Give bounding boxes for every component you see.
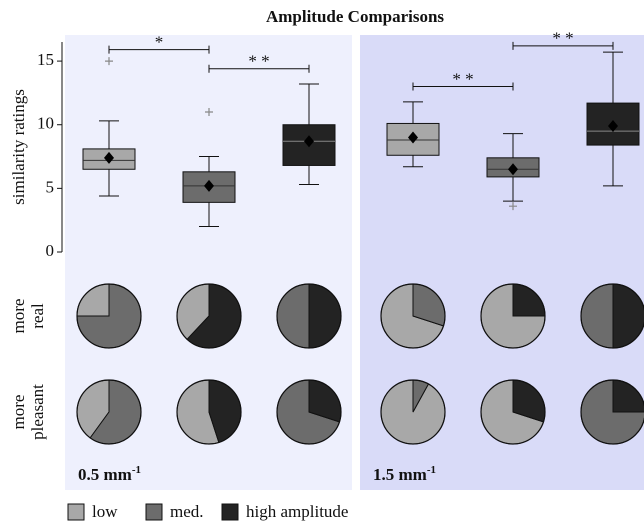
- panel-label-text: 0.5 mm: [78, 465, 132, 484]
- panel-label-superscript: -1: [427, 464, 436, 476]
- pie-outline: [176, 283, 242, 349]
- pie-outline: [76, 379, 142, 445]
- significance-label: *: [155, 33, 164, 52]
- legend-swatch: [67, 503, 85, 521]
- mean-marker: [608, 120, 618, 132]
- significance-label: * *: [552, 29, 573, 48]
- pie-outline: [480, 379, 546, 445]
- mean-marker: [304, 135, 314, 148]
- y-tick-label: 5: [46, 177, 55, 196]
- significance-bracket: [108, 45, 210, 54]
- legend-label: med.: [170, 502, 204, 521]
- legend-label: high amplitude: [246, 502, 348, 521]
- significance-bracket: [512, 41, 614, 50]
- panel-label-superscript: -1: [132, 464, 141, 476]
- panel-label: 0.5 mm-1: [78, 464, 141, 484]
- y-tick-label: 10: [37, 114, 54, 133]
- mean-marker: [408, 131, 418, 144]
- pie-outline: [580, 379, 644, 445]
- row-label: pleasant: [28, 384, 47, 440]
- legend-swatch: [221, 503, 239, 521]
- y-tick-label: 15: [37, 50, 54, 69]
- pie-outline: [176, 379, 242, 445]
- pie-outline: [276, 379, 342, 445]
- pie-outline: [380, 379, 446, 445]
- row-label: more: [9, 395, 28, 430]
- row-label: more: [9, 299, 28, 334]
- significance-bracket: [208, 64, 310, 73]
- significance-bracket: [412, 82, 514, 91]
- legend-swatch: [145, 503, 163, 521]
- pie-outline: [76, 283, 142, 349]
- significance-label: * *: [452, 69, 473, 88]
- mean-marker: [508, 163, 518, 176]
- panel-label: 1.5 mm-1: [373, 464, 436, 484]
- outlier: [105, 57, 113, 66]
- pie-outline: [276, 283, 342, 349]
- chart-title: Amplitude Comparisons: [266, 7, 444, 26]
- pie-outline: [380, 283, 446, 349]
- panel-label-text: 1.5 mm: [373, 465, 427, 484]
- outlier: [205, 108, 213, 116]
- significance-label: * *: [248, 52, 269, 71]
- mean-marker: [104, 151, 114, 164]
- y-tick-label: 0: [46, 241, 55, 260]
- y-axis-label: similarity ratings: [9, 89, 28, 205]
- outlier: [509, 202, 517, 211]
- row-label: real: [28, 303, 47, 329]
- pie-outline: [580, 283, 644, 349]
- legend-label: low: [92, 502, 118, 521]
- pie-outline: [480, 283, 546, 349]
- mean-marker: [204, 179, 214, 192]
